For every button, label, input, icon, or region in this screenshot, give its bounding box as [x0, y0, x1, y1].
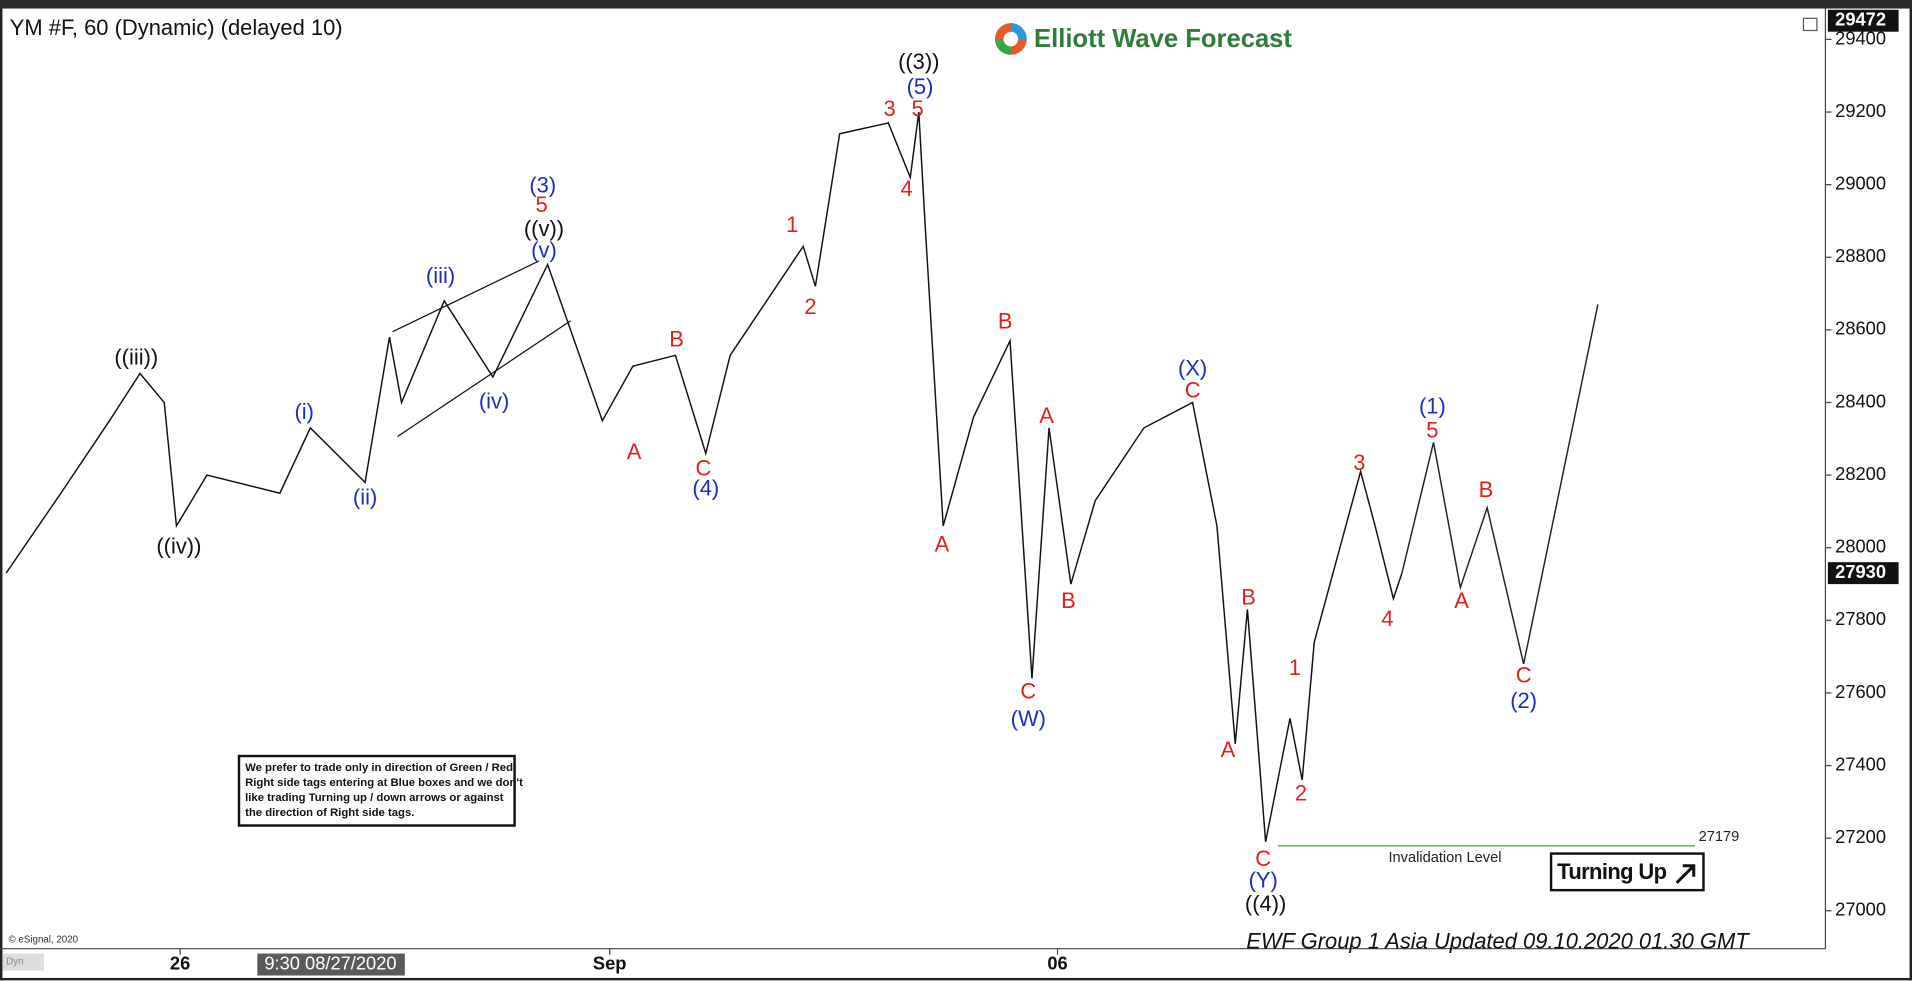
crosshair-label-box: [257, 953, 405, 976]
badge[interactable]: Turning Up: [1549, 852, 1705, 892]
y-tick-label: 28400: [1835, 390, 1886, 411]
chart-title: YM #F, 60 (Dynamic) (delayed 10): [10, 15, 343, 40]
projection-line: [1401, 304, 1599, 665]
wave-label: 5: [911, 96, 923, 121]
wave-label: A: [1454, 588, 1469, 613]
wave-label: (X): [1178, 356, 1207, 381]
wave-label: 5: [1426, 417, 1438, 442]
note-box: We prefer to trade only in direction of …: [237, 754, 523, 827]
wave-label: (W): [1011, 706, 1046, 731]
logo: Elliott Wave Forecast: [995, 23, 1292, 55]
wave-label: (5): [907, 74, 934, 99]
wedge-line: [397, 320, 572, 438]
x-tick-label: Sep: [593, 952, 627, 973]
badge-arrow: [1675, 864, 1696, 884]
logo-text: Elliott Wave Forecast: [1034, 25, 1292, 53]
y-tick-label: 29000: [1835, 172, 1886, 193]
top-bar: [0, 0, 1912, 9]
invalidation-value: 27179: [1699, 829, 1740, 845]
note-line: the direction of Right side tags.: [245, 807, 414, 819]
price-marker: 27930: [1835, 561, 1886, 582]
wave-label: A: [935, 532, 950, 557]
corner-tag: Dyn: [6, 957, 23, 968]
y-tick-label: 28600: [1835, 318, 1886, 339]
wave-label: C: [1516, 662, 1532, 687]
wave-label: 5: [535, 192, 547, 217]
wave-label: ((iv)): [156, 534, 201, 559]
price-marker: 29472: [1835, 9, 1886, 30]
price-line: [5, 111, 1403, 843]
wave-label: 4: [901, 176, 913, 201]
wave-label: ((v)): [524, 216, 564, 241]
wave-label: A: [1039, 403, 1054, 428]
wave-label: (i): [294, 399, 314, 424]
note-frame: [237, 754, 516, 827]
y-tick-label: 27200: [1835, 826, 1886, 847]
price-marker-box: [1827, 562, 1899, 585]
x-tick-label: 26: [170, 952, 190, 973]
wave-label: (iii): [426, 263, 455, 288]
y-tick-label: 28000: [1835, 536, 1886, 557]
wave-label: (Y): [1249, 868, 1278, 893]
y-tick-label: 27000: [1835, 899, 1886, 920]
wave-label: ((4)): [1245, 891, 1286, 916]
wave-label: C: [695, 455, 711, 480]
y-tick-label: 29200: [1835, 100, 1886, 121]
crosshair-label: 9:30 08/27/2020: [264, 952, 396, 973]
y-tick-label: 27800: [1835, 608, 1886, 629]
wave-label: ((3)): [898, 49, 939, 74]
wave-label: (ii): [353, 485, 377, 510]
window-icon[interactable]: [1802, 17, 1818, 32]
logo-icon-core: [1003, 31, 1019, 47]
wave-label: ((iii)): [114, 345, 158, 370]
y-tick-label: 27600: [1835, 681, 1886, 702]
wave-label: (4): [692, 475, 719, 500]
badge-text[interactable]: Turning Up: [1557, 859, 1667, 884]
wave-label: 3: [883, 96, 895, 121]
wedge-line: [392, 260, 540, 333]
wave-label: B: [1479, 477, 1494, 502]
wave-label: 4: [1381, 606, 1393, 631]
wave-label: (iv): [479, 388, 509, 413]
corner-tag-box: [2, 953, 44, 971]
wave-label: B: [998, 308, 1013, 333]
wave-label: C: [1255, 846, 1271, 871]
price-marker-box: [1827, 9, 1899, 32]
wave-label: B: [1061, 588, 1076, 613]
y-tick-label: 27400: [1835, 753, 1886, 774]
wave-label: (1): [1419, 394, 1446, 419]
wave-label: B: [669, 327, 684, 352]
wave-label: A: [1221, 737, 1236, 762]
wave-label: (3): [529, 172, 556, 197]
note-line: like trading Turning up / down arrows or…: [245, 792, 504, 804]
note-line: Right side tags entering at Blue boxes a…: [245, 777, 523, 789]
wave-label: 2: [1295, 780, 1307, 805]
wave-label: (v): [531, 238, 557, 263]
wave-label: 3: [1353, 450, 1365, 475]
x-tick-label: 06: [1047, 952, 1067, 973]
wedge: [392, 260, 572, 438]
wave-label: B: [1241, 584, 1256, 609]
badge-frame[interactable]: [1549, 852, 1705, 892]
wave-label: (2): [1510, 688, 1537, 713]
wave-label: C: [1185, 377, 1201, 402]
invalidation-label: Invalidation Level: [1388, 850, 1501, 866]
wave-label: A: [627, 439, 642, 464]
copyright: © eSignal, 2020: [9, 935, 79, 946]
y-tick-label: 28800: [1835, 245, 1886, 266]
wave-label: 1: [786, 212, 798, 237]
footer: EWF Group 1 Asia Updated 09.10.2020 01.3…: [1246, 928, 1750, 953]
wave-label: 1: [1289, 655, 1301, 680]
y-tick-label: 28200: [1835, 463, 1886, 484]
note-line: We prefer to trade only in direction of …: [245, 762, 513, 774]
y-tick-label: 29400: [1835, 27, 1886, 48]
wave-label: 2: [804, 294, 816, 319]
wave-label: C: [1020, 679, 1036, 704]
